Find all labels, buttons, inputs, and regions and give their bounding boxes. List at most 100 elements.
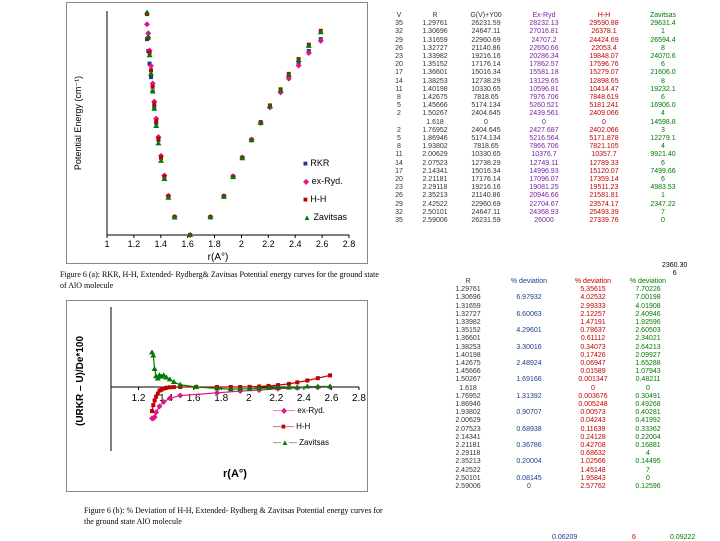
- table-row: 1.76952 1.31392 0.003676 0.30491: [440, 393, 672, 401]
- table-row: 23 1.33982 19216.16 20286.34 19848.07 24070.6: [386, 53, 692, 61]
- table-cell: 35: [395, 20, 403, 28]
- table-cell: 7.70226: [635, 286, 661, 294]
- table-cell: 1.47191: [580, 319, 606, 327]
- table-cell: 1.40198: [455, 351, 481, 359]
- table-row: 2.29118 0.68632 4: [440, 450, 672, 458]
- table-cell: 5174.134: [471, 102, 501, 110]
- table-cell: 1.29761: [455, 286, 481, 294]
- table-cell: 2.07523: [455, 425, 481, 433]
- table-cell: 0.30491: [635, 392, 661, 400]
- table-cell: [496, 303, 562, 311]
- point-exryd: [214, 389, 221, 396]
- table-cell: 21606.0: [650, 69, 676, 77]
- x-axis-label: r(A°): [208, 252, 229, 263]
- table-cell: 4.01908: [635, 302, 661, 310]
- table-cell: 0.61112: [580, 335, 606, 343]
- table-cell: 7: [661, 208, 665, 216]
- table-cell: 19216.16: [471, 53, 501, 61]
- point-zavitsas: [214, 385, 221, 391]
- point-zavitsas: [314, 383, 321, 389]
- table-cell: 11: [395, 151, 403, 159]
- table-cell: 1.40198: [422, 85, 448, 93]
- table-cell: 0.24128: [580, 433, 606, 441]
- point-zavitsas: [155, 140, 162, 146]
- table-cell: 23: [395, 53, 403, 61]
- table-cell: 16906.0: [650, 102, 676, 110]
- point-zavitsas: [165, 194, 172, 200]
- table-cell: 17359.14: [589, 176, 619, 184]
- point-exryd: [144, 21, 151, 28]
- table-cell: 20: [395, 61, 403, 69]
- table-cell: 0: [646, 384, 650, 392]
- column-header: H-H: [597, 12, 611, 19]
- table-row: 2.14341 0.24128 0.22004: [440, 434, 672, 442]
- point-zavitsas: [295, 57, 302, 63]
- point-zavitsas: [193, 384, 200, 389]
- table-cell: 0.40281: [635, 409, 661, 417]
- table-cell: 28232.13: [529, 20, 559, 28]
- point-zavitsas: [220, 193, 227, 199]
- table-cell: 29: [395, 36, 403, 44]
- point-hh: [167, 385, 172, 390]
- point-zavitsas: [237, 385, 244, 391]
- point-zavitsas: [274, 384, 281, 390]
- table-cell: 1.45666: [455, 368, 481, 376]
- table-row: 29 2.42522 22960.69 22704.67 23574.17 2347.22: [386, 201, 692, 209]
- legend-a-rkr: ■ RKR: [303, 158, 330, 168]
- table-cell: 1.86946: [455, 401, 481, 409]
- point-hh: [152, 101, 157, 106]
- table-cell: 5181.241: [589, 102, 619, 110]
- point-zavitsas: [177, 381, 184, 387]
- table-cell: 1.50267: [455, 376, 481, 384]
- table-cell: 1.95843: [580, 474, 606, 482]
- table-cell: 2.14341: [455, 433, 481, 441]
- point-zavitsas: [294, 384, 301, 390]
- table-cell: 24368.93: [529, 208, 559, 216]
- table-cell: 2347.22: [650, 200, 676, 208]
- table-cell: 0.11639: [580, 425, 606, 433]
- table-row: 2.42522 1.45148 7: [440, 467, 672, 475]
- table-row: 1.31659 2.99333 4.01908: [440, 303, 672, 311]
- table-cell: 2.00629: [455, 417, 481, 425]
- table-cell: 2404.645: [471, 110, 501, 118]
- point-exryd: [177, 392, 184, 399]
- table-cell: 32: [395, 28, 403, 36]
- table-cell: 6: [661, 159, 665, 167]
- table-cell: 2.59006: [422, 217, 448, 225]
- table-cell: [496, 467, 562, 475]
- table-cell: 2: [397, 126, 401, 134]
- point-hh: [150, 409, 155, 414]
- table-cell: 19232.1: [650, 85, 676, 93]
- point-zavitsas: [148, 70, 155, 76]
- table-cell: 10376.7: [531, 151, 557, 159]
- point-zavitsas: [230, 174, 237, 180]
- table-cell: 1.29761: [422, 20, 448, 28]
- table-cell: 15016.34: [471, 69, 501, 77]
- table-cell: [496, 434, 562, 442]
- table-row: 5 1.45666 5174.134 5260.521 5181.241 16906.0: [386, 102, 692, 110]
- table-cell: 3: [661, 126, 665, 134]
- table-cell: 23: [395, 184, 403, 192]
- table-row: 2.21181 0.36786 0.42708 0.16881: [440, 442, 672, 450]
- x-tick-label: 1: [104, 239, 109, 249]
- figure-a-caption: Figure 6 (a): RKR, H-H, Extended- Rydber…: [60, 270, 379, 290]
- table-cell: 0: [484, 118, 488, 126]
- point-exryd: [148, 62, 155, 69]
- table-cell: 15279.07: [589, 69, 619, 77]
- table-cell: 24647.11: [471, 208, 501, 216]
- point-hh: [328, 373, 333, 378]
- legend-a-hh: ■ H-H: [303, 194, 327, 204]
- point-zavitsas: [146, 52, 153, 58]
- table-cell: 21140.86: [471, 192, 501, 200]
- table-cell: 1.618: [459, 384, 477, 392]
- table-row: 32 1.30696 24647.11 27016.81 26378.1 1: [386, 28, 692, 36]
- table-cell: 17596.76: [589, 61, 619, 69]
- table-cell: 2.34021: [635, 335, 661, 343]
- table-row: 11 1.40198 10330.65 10596.81 10414.47 19232.1: [386, 86, 692, 94]
- table-row: 17 2.14341 15016.34 14996.93 15120.07 7499.66: [386, 168, 692, 176]
- point-exryd: [295, 62, 302, 69]
- table-cell: 1.31659: [422, 36, 448, 44]
- table-cell: 0.08145: [516, 474, 542, 482]
- point-zavitsas: [161, 176, 168, 182]
- table-cell: 0.14495: [635, 458, 661, 466]
